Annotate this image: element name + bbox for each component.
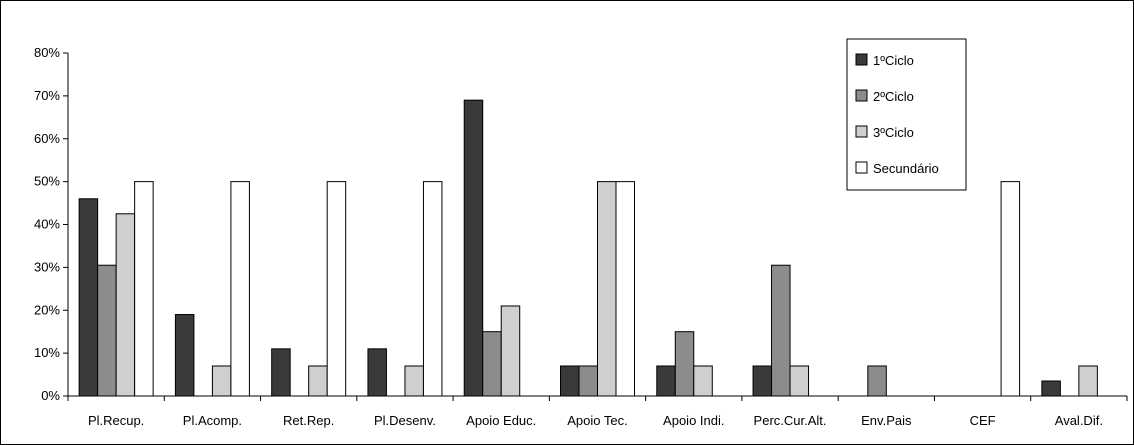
bar — [78, 198, 99, 397]
bar — [230, 181, 250, 397]
bar — [326, 181, 347, 397]
bar — [789, 365, 810, 397]
bar — [367, 348, 387, 397]
y-axis: 0% 10% 20% 30% 40% 50% 60% 70% 80% — [34, 45, 69, 403]
bar — [308, 365, 328, 397]
bar — [578, 365, 598, 397]
y-tick-label: 0% — [41, 388, 60, 403]
bar — [271, 348, 291, 397]
x-tick-label: Pl.Recup. — [88, 413, 144, 428]
legend-swatch — [855, 161, 868, 174]
bar — [693, 365, 713, 397]
bar — [752, 365, 773, 397]
bar — [211, 365, 232, 397]
bar — [134, 181, 154, 397]
y-tick-label: 60% — [34, 131, 60, 146]
legend-swatch — [855, 53, 868, 66]
y-tick-label: 80% — [34, 45, 60, 60]
bar — [422, 181, 443, 397]
bar — [463, 99, 484, 397]
bar — [1000, 181, 1021, 397]
bar — [597, 181, 617, 397]
bar — [867, 365, 887, 397]
legend-swatch — [855, 125, 868, 138]
x-tick-label: Apoio Tec. — [567, 413, 627, 428]
bar — [404, 365, 424, 397]
legend-swatch — [855, 89, 868, 102]
y-tick-label: 20% — [34, 302, 60, 317]
x-tick-label: Ret.Rep. — [283, 413, 334, 428]
bar — [1078, 365, 1098, 397]
x-tick-label: Pl.Acomp. — [183, 413, 242, 428]
y-tick-label: 30% — [34, 259, 60, 274]
x-tick-label: Pl.Desenv. — [374, 413, 436, 428]
bar — [560, 365, 580, 397]
bar — [674, 331, 695, 397]
bar — [1041, 380, 1061, 397]
legend-label: 2ºCiclo — [873, 89, 914, 104]
x-tick-label: Aval.Dif. — [1055, 413, 1103, 428]
legend: 1ºCiclo 2ºCiclo 3ºCiclo Secundário — [846, 38, 967, 191]
bar — [500, 305, 521, 397]
x-tick-label: Env.Pais — [861, 413, 912, 428]
y-tick-label: 70% — [34, 88, 60, 103]
bar — [656, 365, 676, 397]
x-tick-label: Perc.Cur.Alt. — [754, 413, 827, 428]
bar — [97, 264, 117, 397]
bar — [615, 181, 635, 397]
legend-label: 3ºCiclo — [873, 125, 914, 140]
y-tick-label: 50% — [34, 174, 60, 189]
y-tick-label: 40% — [34, 217, 60, 232]
bar — [771, 264, 791, 397]
bars — [78, 99, 1098, 397]
bar — [174, 314, 195, 397]
legend-label: 1ºCiclo — [873, 53, 914, 68]
x-tick-label: Apoio Educ. — [466, 413, 536, 428]
legend-label: Secundário — [873, 161, 939, 176]
bar — [482, 331, 502, 397]
bar — [115, 213, 136, 397]
x-tick-label: Apoio Indi. — [663, 413, 724, 428]
x-tick-label: CEF — [970, 413, 996, 428]
y-tick-label: 10% — [34, 345, 60, 360]
